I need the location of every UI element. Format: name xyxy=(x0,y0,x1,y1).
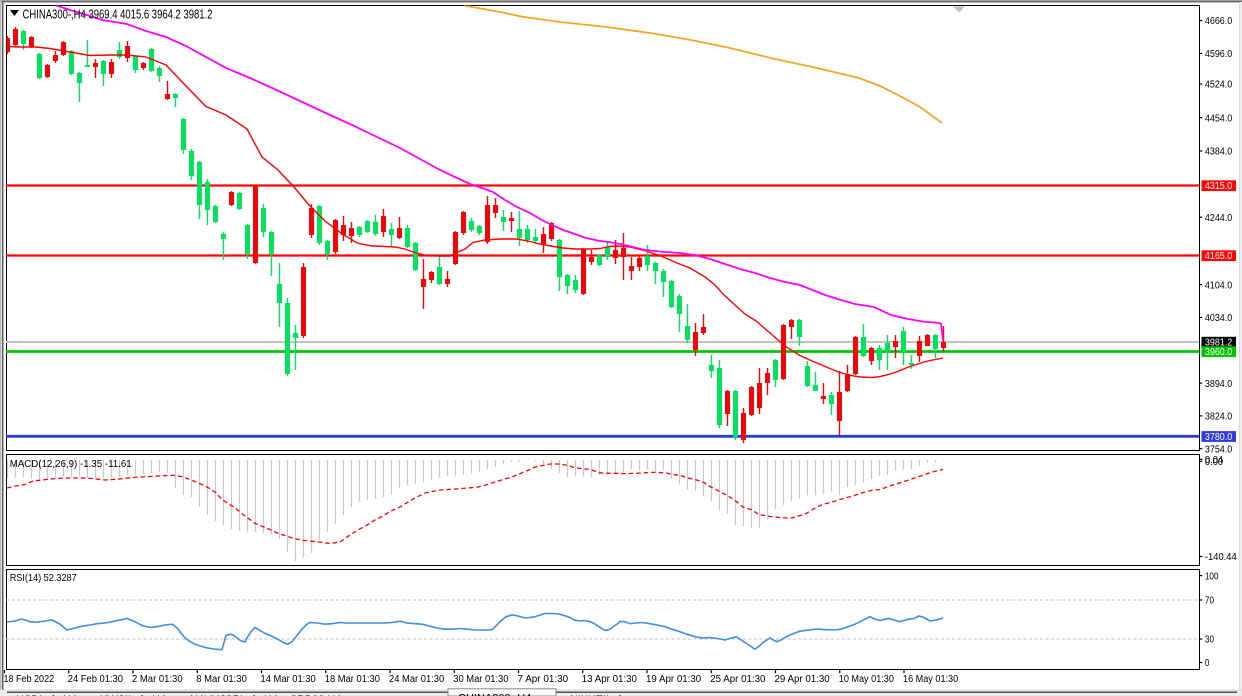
svg-text:4384.0: 4384.0 xyxy=(1205,147,1233,158)
svg-text:18 Mar 01:30: 18 Mar 01:30 xyxy=(325,674,381,685)
svg-text:3754.0: 3754.0 xyxy=(1205,444,1233,455)
svg-text:NIKKEIIndx: NIKKEIIndx xyxy=(570,694,627,696)
svg-text:0.00: 0.00 xyxy=(1205,457,1224,468)
svg-text:24 Mar 01:30: 24 Mar 01:30 xyxy=(389,674,445,685)
svg-text:4315.0: 4315.0 xyxy=(1205,181,1233,192)
svg-text:RSI(14) 52.3287: RSI(14) 52.3287 xyxy=(10,573,77,584)
svg-text:3824.0: 3824.0 xyxy=(1205,412,1233,423)
svg-text:10 May 01:30: 10 May 01:30 xyxy=(839,674,895,685)
svg-text:24 Feb 01:30: 24 Feb 01:30 xyxy=(68,674,124,685)
svg-text:30 Mar 01:30: 30 Mar 01:30 xyxy=(453,674,509,685)
svg-text:4034.0: 4034.0 xyxy=(1205,313,1233,324)
svg-text:4165.0: 4165.0 xyxy=(1205,251,1233,262)
svg-text:0.04: 0.04 xyxy=(1205,455,1224,466)
svg-text:KWSIIndx,H4: KWSIIndx,H4 xyxy=(100,694,166,696)
svg-text:-140.44: -140.44 xyxy=(1205,552,1237,563)
svg-text:3780.0: 3780.0 xyxy=(1205,432,1233,443)
svg-text:4244.0: 4244.0 xyxy=(1205,213,1233,224)
svg-text:4524.0: 4524.0 xyxy=(1205,80,1233,91)
svg-text:16 May 01:30: 16 May 01:30 xyxy=(903,674,959,685)
svg-text:3894.0: 3894.0 xyxy=(1205,379,1233,390)
svg-text:2 Mar 01:30: 2 Mar 01:30 xyxy=(132,674,183,685)
svg-text:CHINA300-,H4: CHINA300-,H4 xyxy=(458,693,531,696)
svg-text:29 Apr 01:30: 29 Apr 01:30 xyxy=(775,674,831,685)
svg-text:4454.0: 4454.0 xyxy=(1205,113,1233,124)
svg-text:NAVHJSPIndx,H4: NAVHJSPIndx,H4 xyxy=(190,694,278,696)
svg-text:7 Apr 01:30: 7 Apr 01:30 xyxy=(518,674,569,685)
svg-text:70: 70 xyxy=(1205,596,1214,607)
svg-text:3960.0: 3960.0 xyxy=(1205,347,1233,358)
svg-text:4104.0: 4104.0 xyxy=(1205,280,1233,291)
svg-text:USDIndx,H4: USDIndx,H4 xyxy=(16,694,77,696)
svg-text:3981.2: 3981.2 xyxy=(1205,338,1233,349)
svg-text:MACD(12,26,9) -1.35 -11.61: MACD(12,26,9) -1.35 -11.61 xyxy=(10,459,132,470)
svg-text:30: 30 xyxy=(1205,635,1214,646)
svg-text:CHINA300-,H4 3969.4 4015.6 396: CHINA300-,H4 3969.4 4015.6 3964.2 3981.2 xyxy=(23,8,213,22)
svg-text:13 Apr 01:30: 13 Apr 01:30 xyxy=(582,674,638,685)
svg-text:4666.0: 4666.0 xyxy=(1205,16,1233,27)
svg-text:14 Mar 01:30: 14 Mar 01:30 xyxy=(261,674,317,685)
svg-text:SPB00,H4: SPB00,H4 xyxy=(290,694,341,696)
svg-text:19 Apr 01:30: 19 Apr 01:30 xyxy=(646,674,702,685)
svg-text:4596.0: 4596.0 xyxy=(1205,49,1233,60)
svg-text:8 Mar 01:30: 8 Mar 01:30 xyxy=(196,674,247,685)
svg-text:25 Apr 01:30: 25 Apr 01:30 xyxy=(710,674,766,685)
svg-text:18 Feb 2022: 18 Feb 2022 xyxy=(4,674,55,685)
svg-text:100: 100 xyxy=(1205,571,1219,582)
svg-text:0: 0 xyxy=(1205,658,1210,669)
